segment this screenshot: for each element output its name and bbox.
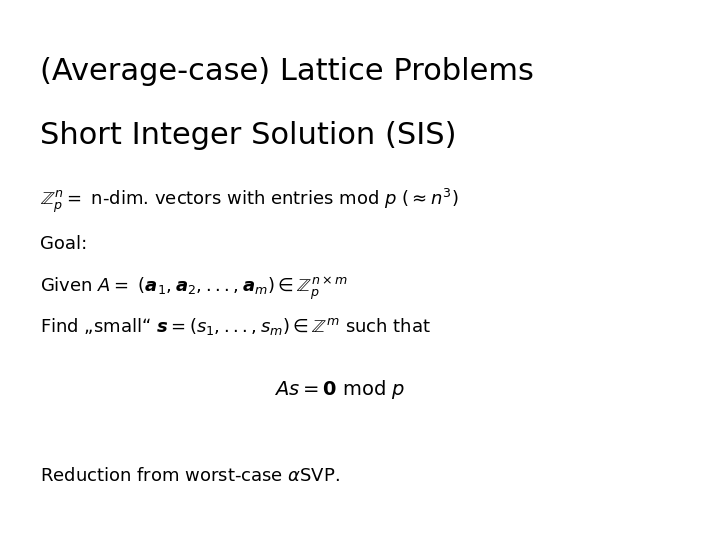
Text: (Average-case) Lattice Problems: (Average-case) Lattice Problems xyxy=(40,57,534,86)
Text: Find „small“ $\boldsymbol{s} = (s_1, ..., s_m) \in \mathbb{Z}^m$ such that: Find „small“ $\boldsymbol{s} = (s_1, ...… xyxy=(40,316,431,337)
Text: Goal:: Goal: xyxy=(40,235,87,253)
Text: Short Integer Solution (SIS): Short Integer Solution (SIS) xyxy=(40,122,456,151)
Text: Given $A = $ $(\boldsymbol{a}_1, \boldsymbol{a}_2, ..., \boldsymbol{a}_m) \in \m: Given $A = $ $(\boldsymbol{a}_1, \boldsy… xyxy=(40,275,348,302)
Text: Reduction from worst-case $\alpha$SVP.: Reduction from worst-case $\alpha$SVP. xyxy=(40,467,340,485)
Text: $\boldsymbol{\mathit{A}}\boldsymbol{\mathit{s}} = \mathbf{0}$ mod $p$: $\boldsymbol{\mathit{A}}\boldsymbol{\mat… xyxy=(274,378,405,401)
Text: $\mathbb{Z}_p^n = $ n-dim. vectors with entries mod $p$ ($\approx n^3$): $\mathbb{Z}_p^n = $ n-dim. vectors with … xyxy=(40,186,458,214)
